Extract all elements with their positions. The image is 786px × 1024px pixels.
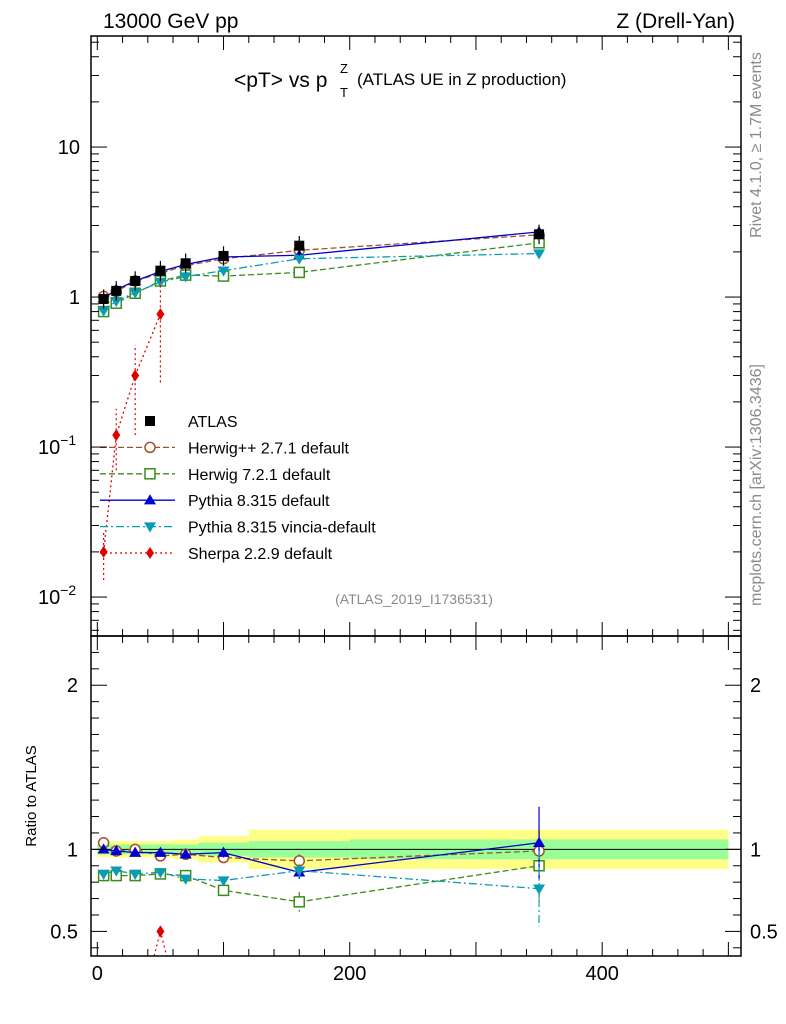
series-ratio-point <box>110 844 123 856</box>
y-tick-label: 10 <box>58 137 80 159</box>
atlas-point <box>98 294 109 305</box>
series-ratio-point <box>179 874 192 885</box>
plot-title: <pT> vs p Z T (ATLAS UE in Z production) <box>234 61 566 100</box>
energy-label: 13000 GeV pp <box>103 10 238 33</box>
legend-label: Pythia 8.315 vincia-default <box>188 520 376 537</box>
series-3-main <box>97 249 546 317</box>
series-ratio-point <box>129 869 142 880</box>
ratio-y-tick-label: 1 <box>67 839 78 861</box>
process-label: Z (Drell-Yan) <box>616 10 735 33</box>
series-point <box>110 296 123 308</box>
legend-marker <box>144 494 156 505</box>
series-point <box>179 272 192 283</box>
series-2-ratio <box>97 806 546 879</box>
y-tick-label: 10−2 <box>38 582 76 609</box>
ratio-y-tick-label-right: 0.5 <box>750 921 778 943</box>
series-point <box>293 254 306 265</box>
series-point <box>217 266 230 277</box>
ratio-panel <box>90 635 742 957</box>
ratio-y-tick-label-right: 2 <box>750 675 761 697</box>
series-ratio-line <box>103 870 540 890</box>
title-main: <pT> vs p <box>234 69 327 92</box>
title-paren: (ATLAS UE in Z production) <box>357 70 566 89</box>
x-tick-label: 400 <box>585 963 618 985</box>
series-point <box>129 288 142 299</box>
series-ratio-point <box>293 866 306 877</box>
series-ratio-point <box>217 846 230 857</box>
atlas-point <box>130 275 141 286</box>
y-tick-label: 10−1 <box>38 432 76 459</box>
series-line <box>102 313 162 552</box>
series-point <box>533 249 546 260</box>
legend-label: Sherpa 2.2.9 default <box>188 546 333 563</box>
ratio-y-label: Ratio to ATLAS <box>23 745 40 846</box>
legend-marker <box>146 547 154 559</box>
rivet-info: Rivet 4.1.0, ≥ 1.7M events <box>748 52 765 238</box>
atlas-data <box>98 224 545 309</box>
title-sub: T <box>340 85 348 100</box>
legend-marker <box>145 416 155 426</box>
series-point <box>154 277 167 288</box>
series-ratio-point <box>97 869 110 880</box>
ratio-frame <box>90 635 742 957</box>
atlas-point <box>218 250 229 261</box>
atlas-point <box>111 285 122 296</box>
legend-label: ATLAS <box>188 414 238 431</box>
series-point <box>131 369 140 382</box>
series-3-ratio <box>97 850 546 927</box>
series-point <box>97 306 110 317</box>
atlas-point <box>294 240 305 251</box>
series-4-main <box>99 308 165 558</box>
ratio-y-tick-label: 2 <box>67 675 78 697</box>
legend-label: Herwig 7.2.1 default <box>188 467 331 484</box>
legend-marker <box>144 468 156 480</box>
series-ratio-point <box>533 884 546 895</box>
series-line <box>103 252 540 312</box>
y-tick-base: 10 <box>38 437 60 459</box>
ratio-data <box>91 806 741 956</box>
y-tick-label: 1 <box>69 287 80 309</box>
ratio-y-tick-label-right: 1 <box>750 839 761 861</box>
sherpa-ratio-drop <box>153 931 168 956</box>
series-ratio-point <box>129 846 142 857</box>
y-tick-exp: −1 <box>60 432 76 448</box>
legend: ATLAS Herwig++ 2.7.1 default Herwig 7.2.1 … <box>100 414 376 563</box>
x-tick-label: 0 <box>92 963 103 985</box>
legend-label: Pythia 8.315 default <box>188 493 330 510</box>
series-ratio-point <box>97 843 110 854</box>
legend-marker <box>144 522 156 533</box>
main-data <box>97 224 546 580</box>
series-ratio-point <box>154 846 167 857</box>
series-ratio-point <box>179 848 192 859</box>
ratio-y-tick-label: 0.5 <box>50 921 78 943</box>
x-tick-label: 200 <box>333 963 366 985</box>
analysis-id: (ATLAS_2019_I1736531) <box>335 591 493 607</box>
atlas-point <box>155 265 166 276</box>
y-tick-exp: −2 <box>60 582 76 598</box>
series-line <box>103 231 540 299</box>
series-ratio-point <box>154 868 167 879</box>
series-ratio-point <box>217 884 230 897</box>
series-line <box>103 234 540 298</box>
series-0-main <box>97 229 545 303</box>
series-point <box>293 266 306 279</box>
atlas-point <box>534 229 545 240</box>
y-tick-base: 10 <box>38 587 60 609</box>
series-point <box>99 545 108 558</box>
legend-marker <box>144 441 156 454</box>
series-ratio-point <box>217 876 230 887</box>
mcplots-ref: mcplots.cern.ch [arXiv:1306.3436] <box>748 364 765 606</box>
series-ratio-point <box>293 896 306 908</box>
atlas-point <box>180 258 191 269</box>
legend-label: Herwig++ 2.7.1 default <box>188 440 350 457</box>
series-1-main <box>97 237 545 318</box>
series-2-main <box>97 225 546 303</box>
series-ratio-point <box>533 836 546 847</box>
title-sup: Z <box>340 61 348 76</box>
series-point <box>156 308 165 321</box>
series-ratio-point <box>110 866 123 877</box>
